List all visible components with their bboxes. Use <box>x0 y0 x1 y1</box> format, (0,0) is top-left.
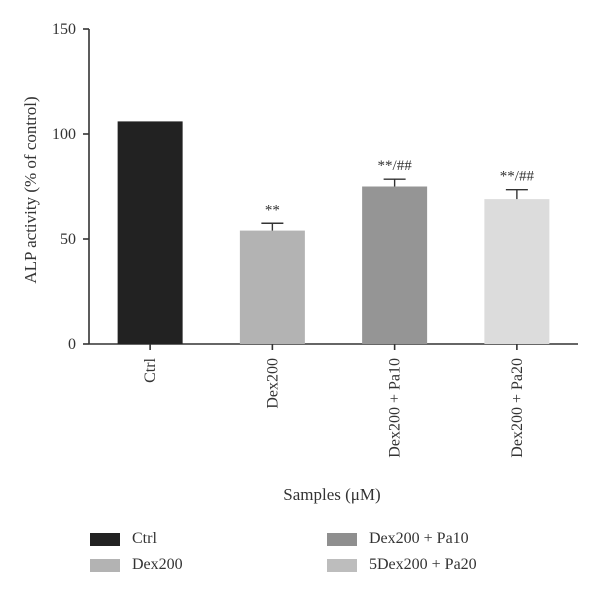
significance-label: ** <box>265 202 280 218</box>
axis-labels: ALP activity (% of control) Samples (μM) <box>21 96 381 504</box>
bar <box>484 199 550 344</box>
x-tick-label: Dex200 + Pa10 <box>387 358 404 458</box>
x-axis-label: Samples (μM) <box>283 485 380 504</box>
axes: 0 50 100 150 Ctrl Dex200 Dex200 + Pa10 Dex200 +… <box>52 21 578 458</box>
y-tick-label: 150 <box>52 21 76 38</box>
y-axis-label: ALP activity (% of control) <box>21 96 40 283</box>
bars: ** **/## **/## <box>117 121 550 345</box>
x-tick-label: Ctrl <box>142 357 159 382</box>
bar <box>362 186 428 344</box>
y-tick-label: 100 <box>52 126 76 143</box>
x-tick-label: Dex200 + Pa20 <box>509 358 526 458</box>
significance-label: **/## <box>500 169 535 185</box>
bar <box>239 230 305 344</box>
y-tick-label: 0 <box>68 336 76 353</box>
y-tick-label: 50 <box>60 231 76 248</box>
bar <box>117 121 183 345</box>
significance-label: **/## <box>378 158 413 174</box>
x-tick-label: Dex200 <box>264 358 281 409</box>
